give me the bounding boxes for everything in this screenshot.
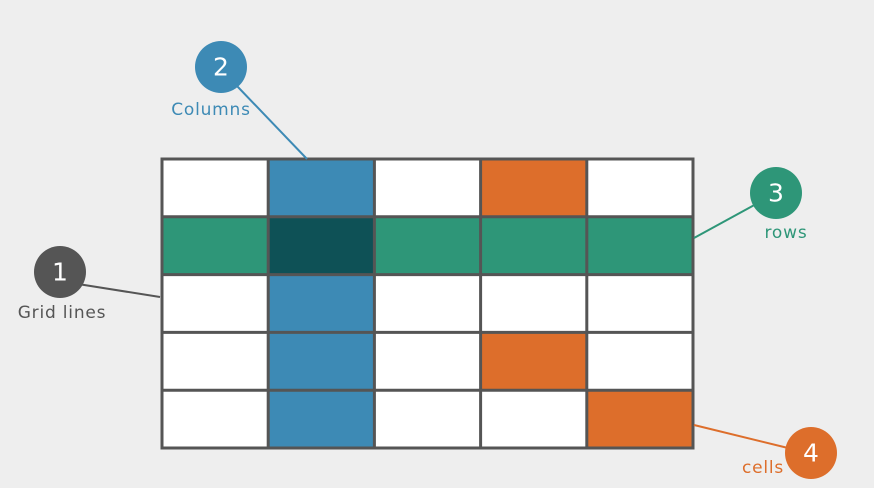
callout-rows-label: rows bbox=[765, 223, 808, 243]
grid-cell-empty-r4-c5 bbox=[586, 332, 693, 391]
callout-cells: 4 cells bbox=[693, 424, 837, 479]
grid-cell-row-r2-c3 bbox=[374, 216, 481, 275]
grid-cell-empty-r3-c1 bbox=[162, 274, 269, 333]
callout-columns: 2 Columns bbox=[171, 41, 308, 160]
grid-cell-intersection-r2-c2 bbox=[268, 216, 375, 275]
grid-cell-row-r2-c1 bbox=[162, 216, 269, 275]
grid-cell-empty-r5-c3 bbox=[374, 390, 481, 448]
callout-grid-lines: 1 Grid lines bbox=[18, 246, 161, 323]
grid-cell-empty-r4-c1 bbox=[162, 332, 269, 391]
callout-grid-lines-leader bbox=[77, 283, 161, 298]
grid-cell-empty-r3-c5 bbox=[586, 274, 693, 333]
callout-grid-lines-number: 1 bbox=[52, 258, 68, 287]
callout-columns-label: Columns bbox=[171, 100, 251, 120]
grid-cell-row-r2-c5 bbox=[586, 216, 693, 275]
grid-cell-row-r2-c4 bbox=[480, 216, 587, 275]
grid-cell-empty-r3-c3 bbox=[374, 274, 481, 333]
grid-cell-column-r3-c2 bbox=[268, 274, 375, 333]
grid-cell-empty-r1-c3 bbox=[374, 159, 481, 217]
callout-cells-badge bbox=[785, 427, 837, 479]
grid-cell-column-r1-c2 bbox=[268, 159, 375, 217]
callout-cells-leader bbox=[693, 424, 789, 449]
grid-lines bbox=[160, 157, 695, 450]
callout-columns-badge bbox=[195, 41, 247, 93]
grid-cell-empty-r5-c1 bbox=[162, 390, 269, 448]
grid-cell-empty-r5-c4 bbox=[480, 390, 587, 448]
callout-rows-leader bbox=[693, 202, 759, 239]
callout-rows-number: 3 bbox=[768, 179, 784, 208]
grid-cell-column-r5-c2 bbox=[268, 390, 375, 448]
callout-cells-label: cells bbox=[742, 458, 784, 478]
grid bbox=[162, 159, 693, 448]
grid-cell-empty-r1-c1 bbox=[162, 159, 269, 217]
callout-cells-number: 4 bbox=[803, 439, 819, 468]
callout-columns-number: 2 bbox=[213, 53, 229, 82]
grid-cell-highlighted-r1-c4 bbox=[480, 159, 587, 217]
grid-cell-empty-r3-c4 bbox=[480, 274, 587, 333]
grid-cell-highlighted-r5-c5 bbox=[586, 390, 693, 448]
callout-grid-lines-badge bbox=[34, 246, 86, 298]
callout-columns-leader bbox=[236, 85, 308, 160]
grid-cell-column-r4-c2 bbox=[268, 332, 375, 391]
callout-rows-badge bbox=[750, 167, 802, 219]
grid-cell-highlighted-r4-c4 bbox=[480, 332, 587, 391]
grid-cell-empty-r1-c5 bbox=[586, 159, 693, 217]
callout-rows: 3 rows bbox=[693, 167, 808, 243]
grid-cell-empty-r4-c3 bbox=[374, 332, 481, 391]
callout-grid-lines-label: Grid lines bbox=[18, 303, 107, 323]
